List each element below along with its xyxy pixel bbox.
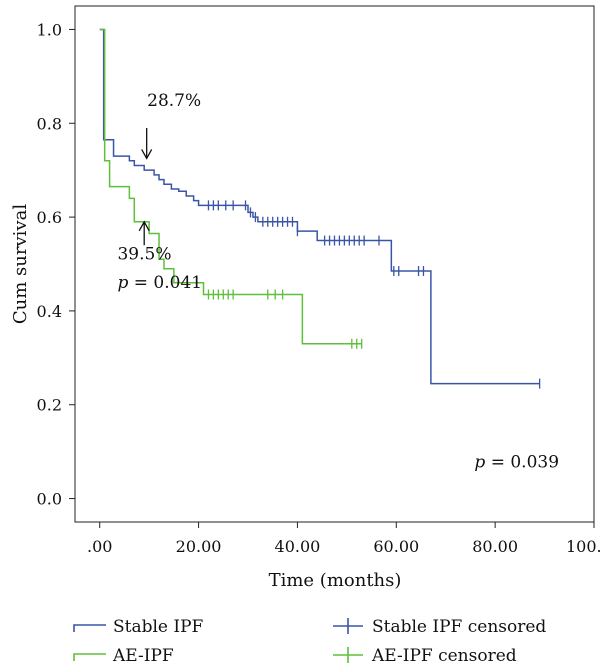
y-tick-label: 0.8 [37,114,62,133]
y-axis-label: Cum survival [10,204,31,324]
annotation-ae-percent: 39.5% [117,245,171,265]
legend-plus-icon-ae [333,647,363,663]
legend-item-ae-ipf: AE-IPF [73,646,174,666]
annotation-arrows [138,127,153,246]
y-axis-ticks: 0.0 0.2 0.4 0.6 0.8 1.0 [37,20,75,509]
x-tick-label: 40.00 [275,537,321,556]
legend-step-icon-stable [73,624,106,632]
plot-frame [74,5,595,523]
legend-item-stable-censored: Stable IPF censored [333,617,546,637]
legend: Stable IPF AE-IPF Stable IPF censored AE… [73,617,546,666]
x-tick-label: 80.00 [472,537,518,556]
x-tick-label: 60.00 [373,537,419,556]
p-value-text: = 0.039 [485,453,559,473]
series-line-stable-ipf [99,28,540,385]
x-axis-label: Time (months) [269,570,402,591]
legend-label-stable: Stable IPF [113,617,204,637]
y-tick-label: 0.6 [37,208,62,227]
legend-item-stable-ipf: Stable IPF [73,617,204,637]
legend-label-ae: AE-IPF [112,646,174,666]
annotation-arrow-head [138,220,150,232]
x-tick-label: .00 [87,537,112,556]
series-line-ae-ipf [99,28,362,345]
legend-step-icon-ae [73,653,106,661]
y-tick-label: 0.4 [37,302,62,321]
p-italic: p [117,273,128,293]
p-italic: p [474,453,485,473]
legend-label-stable-censored: Stable IPF censored [372,617,546,637]
y-tick-label: 1.0 [37,20,62,39]
annotation-stable-percent: 28.7% [147,91,201,111]
x-tick-label: 100.00 [566,537,600,556]
legend-item-ae-censored: AE-IPF censored [333,646,517,666]
p-value-text: = 0.041 [128,273,202,293]
legend-plus-icon-stable [333,618,363,634]
y-tick-label: 0.2 [37,396,62,415]
y-tick-label: 0.0 [37,490,62,509]
censor-markers [207,200,541,389]
x-tick-label: 20.00 [176,537,222,556]
x-axis-ticks: .00 20.00 40.00 60.00 80.00 100.00 [87,522,600,556]
annotation-p-value-ae: p = 0.041 [117,273,202,293]
legend-label-ae-censored: AE-IPF censored [371,646,517,666]
annotation-arrow-head [141,149,153,160]
annotation-p-value-overall: p = 0.039 [474,453,559,473]
survival-curves [99,28,540,385]
